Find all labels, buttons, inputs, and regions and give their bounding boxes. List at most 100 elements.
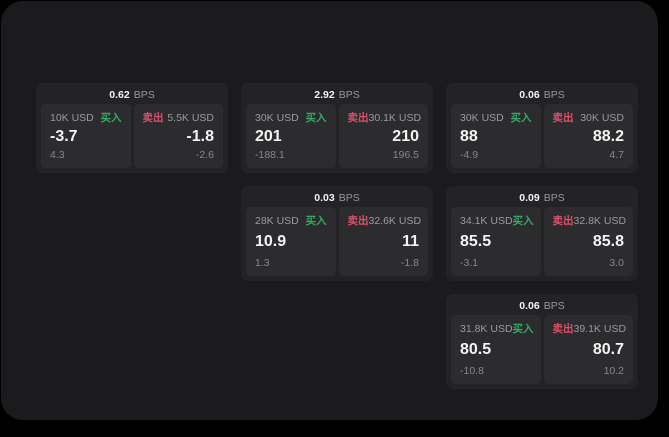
bps-value: 0.62 <box>109 89 130 101</box>
sell-quote-tile[interactable]: 卖出 39.1K USD 80.7 10.2 <box>543 315 633 384</box>
sell-side-label: 卖出 <box>142 112 164 124</box>
buy-delta: -188.1 <box>255 149 285 161</box>
buy-size: 30K USD <box>255 112 299 124</box>
bps-value: 2.92 <box>314 89 335 101</box>
sell-side-label: 卖出 <box>552 215 574 227</box>
sell-tile-header: 卖出 39.1K USD <box>552 323 627 335</box>
buy-size: 30K USD <box>460 112 504 124</box>
card-header: 0.09 BPS <box>451 190 633 207</box>
buy-quote-tile[interactable]: 31.8K USD 买入 80.5 -10.8 <box>451 315 541 384</box>
buy-price: -3.7 <box>50 127 78 145</box>
buy-side-label: 买入 <box>305 215 327 227</box>
quote-card: 0.62 BPS 10K USD 买入 -3.7 4.3 卖出 5.5K USD <box>36 83 228 173</box>
card-header: 0.62 BPS <box>41 87 223 104</box>
buy-tile-header: 10K USD 买入 <box>50 112 122 124</box>
sell-side-label: 卖出 <box>347 215 369 227</box>
sell-quote-tile[interactable]: 卖出 30K USD 88.2 4.7 <box>543 104 633 168</box>
card-header: 2.92 BPS <box>246 87 428 104</box>
buy-price: 85.5 <box>460 233 492 250</box>
buy-side-label: 买入 <box>510 112 532 124</box>
buy-tile-header: 31.8K USD 买入 <box>460 323 534 335</box>
buy-side-label: 买入 <box>305 112 327 124</box>
quote-card: 0.03 BPS 28K USD 买入 10.9 1.3 卖出 32.6K USD <box>241 186 433 281</box>
card-body: 31.8K USD 买入 80.5 -10.8 卖出 39.1K USD 80.… <box>451 315 633 384</box>
bps-value: 0.03 <box>314 192 335 204</box>
sell-price: 11 <box>402 233 419 250</box>
sell-side-label: 卖出 <box>552 112 574 124</box>
sell-tile-header: 卖出 30K USD <box>553 112 625 124</box>
sell-tile-header: 卖出 32.6K USD <box>347 215 422 227</box>
card-body: 34.1K USD 买入 85.5 -3.1 卖出 32.8K USD 85.8… <box>451 207 633 276</box>
sell-tile-header: 卖出 30.1K USD <box>347 112 422 124</box>
bps-unit-label: BPS <box>133 89 155 101</box>
bps-unit-label: BPS <box>338 89 360 101</box>
quote-card-grid: 0.62 BPS 10K USD 买入 -3.7 4.3 卖出 5.5K USD <box>36 83 638 389</box>
buy-price: 88 <box>460 127 478 145</box>
quote-card: 2.92 BPS 30K USD 买入 201 -188.1 卖出 30.1K U… <box>241 83 433 173</box>
sell-delta: 196.5 <box>392 149 419 161</box>
sell-size: 30K USD <box>580 112 624 124</box>
buy-size: 31.8K USD <box>460 323 513 335</box>
card-body: 30K USD 买入 88 -4.9 卖出 30K USD 88.2 4.7 <box>451 104 633 168</box>
quote-card: 0.06 BPS 31.8K USD 买入 80.5 -10.8 卖出 39.1K… <box>446 294 638 389</box>
buy-side-label: 买入 <box>100 112 122 124</box>
buy-tile-header: 34.1K USD 买入 <box>460 215 534 227</box>
card-header: 0.06 BPS <box>451 298 633 315</box>
buy-size: 34.1K USD <box>460 215 513 227</box>
bps-unit-label: BPS <box>543 300 565 312</box>
sell-quote-tile[interactable]: 卖出 30.1K USD 210 196.5 <box>338 104 428 168</box>
buy-tile-header: 30K USD 买入 <box>460 112 532 124</box>
buy-tile-header: 28K USD 买入 <box>255 215 327 227</box>
sell-side-label: 卖出 <box>347 112 369 124</box>
card-header: 0.06 BPS <box>451 87 633 104</box>
buy-quote-tile[interactable]: 30K USD 买入 201 -188.1 <box>246 104 336 168</box>
buy-side-label: 买入 <box>512 215 534 227</box>
quote-card: 0.09 BPS 34.1K USD 买入 85.5 -3.1 卖出 32.8K … <box>446 186 638 281</box>
sell-delta: -1.8 <box>400 257 419 269</box>
sell-quote-tile[interactable]: 卖出 5.5K USD -1.8 -2.6 <box>133 104 223 168</box>
sell-size: 30.1K USD <box>368 112 422 124</box>
buy-delta: -3.1 <box>460 257 479 269</box>
sell-quote-tile[interactable]: 卖出 32.8K USD 85.8 3.0 <box>543 207 633 276</box>
card-header: 0.03 BPS <box>246 190 428 207</box>
sell-delta: 4.7 <box>609 149 624 161</box>
bps-value: 0.06 <box>519 300 540 312</box>
sell-delta: -2.6 <box>195 149 214 161</box>
bps-unit-label: BPS <box>543 192 565 204</box>
buy-quote-tile[interactable]: 10K USD 买入 -3.7 4.3 <box>41 104 131 168</box>
buy-tile-header: 30K USD 买入 <box>255 112 327 124</box>
buy-delta: 1.3 <box>255 257 270 269</box>
buy-price: 201 <box>255 127 282 145</box>
sell-size: 32.8K USD <box>573 215 627 227</box>
sell-price: 80.7 <box>592 341 624 358</box>
card-body: 10K USD 买入 -3.7 4.3 卖出 5.5K USD -1.8 -2.… <box>41 104 223 168</box>
buy-price: 10.9 <box>255 233 287 250</box>
buy-delta: 4.3 <box>50 149 65 161</box>
sell-quote-tile[interactable]: 卖出 32.6K USD 11 -1.8 <box>338 207 428 276</box>
card-body: 30K USD 买入 201 -188.1 卖出 30.1K USD 210 1… <box>246 104 428 168</box>
buy-delta: -10.8 <box>460 365 484 377</box>
quote-board-panel: 0.62 BPS 10K USD 买入 -3.7 4.3 卖出 5.5K USD <box>1 1 658 420</box>
bps-value: 0.09 <box>519 192 540 204</box>
sell-tile-header: 卖出 32.8K USD <box>552 215 627 227</box>
bps-value: 0.06 <box>519 89 540 101</box>
sell-side-label: 卖出 <box>552 323 574 335</box>
buy-side-label: 买入 <box>512 323 534 335</box>
buy-size: 10K USD <box>50 112 94 124</box>
sell-price: 210 <box>392 127 419 145</box>
sell-delta: 3.0 <box>609 257 624 269</box>
sell-tile-header: 卖出 5.5K USD <box>143 112 215 124</box>
sell-size: 5.5K USD <box>167 112 214 124</box>
buy-quote-tile[interactable]: 30K USD 买入 88 -4.9 <box>451 104 541 168</box>
buy-quote-tile[interactable]: 34.1K USD 买入 85.5 -3.1 <box>451 207 541 276</box>
sell-price: 88.2 <box>592 127 624 145</box>
buy-delta: -4.9 <box>460 149 479 161</box>
buy-quote-tile[interactable]: 28K USD 买入 10.9 1.3 <box>246 207 336 276</box>
sell-size: 32.6K USD <box>368 215 422 227</box>
sell-size: 39.1K USD <box>573 323 627 335</box>
bps-unit-label: BPS <box>338 192 360 204</box>
buy-size: 28K USD <box>255 215 299 227</box>
sell-price: 85.8 <box>592 233 624 250</box>
sell-delta: 10.2 <box>603 365 624 377</box>
quote-card: 0.06 BPS 30K USD 买入 88 -4.9 卖出 30K USD <box>446 83 638 173</box>
